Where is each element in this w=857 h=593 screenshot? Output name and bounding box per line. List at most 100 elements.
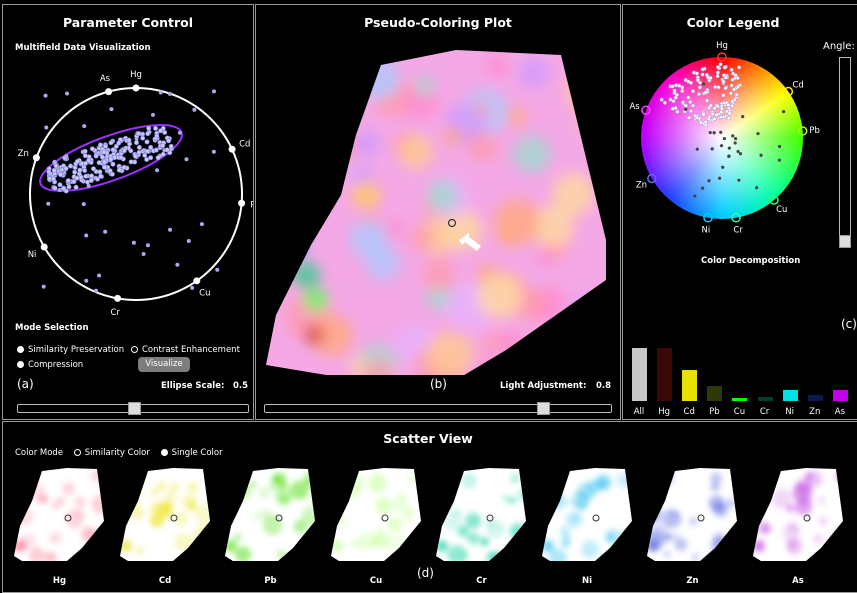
thumbnail-label: Cd [158, 576, 172, 586]
scatter-thumbnail-cr[interactable] [434, 466, 529, 566]
radio-similarity-color[interactable] [73, 449, 81, 456]
data-point [162, 129, 168, 135]
data-point [167, 91, 172, 96]
data-point [215, 267, 220, 272]
scatter-thumbnail-ni[interactable] [540, 466, 635, 566]
angle-label: Angle: [823, 41, 855, 52]
pseudo-coloring-plot[interactable] [256, 35, 620, 375]
light-adjustment-label: Light Adjustment: [500, 381, 587, 391]
panel-tag-c: (c) [841, 317, 857, 331]
data-point [168, 227, 173, 232]
color-mode-row: Color Mode Similarity Color Single Color [15, 448, 223, 458]
mode-compression-option[interactable]: Compression [17, 360, 83, 370]
visualize-button[interactable]: Visualize [138, 357, 190, 372]
decomposition-bar-hg [657, 348, 673, 401]
scatter-thumbnail-cu[interactable] [329, 466, 424, 566]
light-adjustment-slider[interactable] [264, 402, 612, 415]
radio-compression[interactable] [17, 361, 24, 368]
data-point [146, 125, 152, 131]
light-adjustment-value: 0.8 [596, 381, 612, 391]
data-point [148, 155, 154, 161]
data-point [68, 163, 74, 169]
axis-anchor-ni [40, 243, 48, 251]
data-point [82, 153, 88, 159]
data-point [145, 131, 151, 137]
data-point [89, 146, 95, 152]
color-decomposition-chart [629, 339, 855, 401]
scatter-thumbnail-pb[interactable] [223, 466, 318, 566]
data-point [192, 107, 197, 112]
data-point [148, 144, 154, 150]
radio-similarity[interactable] [17, 346, 24, 353]
axis-anchor-zn [32, 154, 40, 162]
slider-thumb[interactable] [128, 402, 141, 415]
wheel-label: Cu [776, 205, 787, 215]
axis-label: Cr [110, 308, 120, 318]
panel-tag-b: (b) [430, 377, 447, 391]
panel-subtitle: Multifield Data Visualization [15, 43, 151, 53]
thumbnail-label: Pb [264, 576, 277, 586]
axis-label: As [100, 74, 111, 84]
scatter-thumbnail-as[interactable] [751, 466, 846, 566]
ellipse-scale-label: Ellipse Scale: [161, 381, 225, 391]
radio-single-color[interactable] [160, 449, 168, 456]
data-point [211, 89, 216, 94]
axis-anchor-cr [114, 294, 122, 302]
data-point [50, 176, 56, 182]
bar-label: As [834, 407, 845, 417]
data-point [44, 125, 49, 130]
data-point [53, 163, 59, 169]
radio-contrast[interactable] [131, 346, 138, 353]
pointer-arrow-icon [459, 233, 481, 251]
data-point [134, 136, 139, 141]
data-point [155, 168, 160, 173]
data-point [77, 167, 83, 173]
parameter-control-panel: Parameter Control Multifield Data Visual… [2, 4, 254, 420]
axis-anchor-as [105, 88, 113, 96]
data-point [186, 239, 191, 244]
data-point [121, 164, 127, 170]
data-point [51, 167, 57, 173]
wheel-label: Ni [701, 226, 710, 236]
thumbnail-label: Zn [686, 576, 699, 586]
data-point [86, 183, 91, 188]
data-point [65, 178, 71, 184]
ellipse-scale-slider[interactable] [17, 402, 249, 415]
data-point [158, 128, 164, 134]
data-point [65, 91, 70, 96]
mode-contrast-option[interactable]: Contrast Enhancement [131, 345, 240, 355]
panel-title: Scatter View [383, 431, 473, 446]
decomposition-bar-cu [732, 397, 748, 401]
scatter-thumbnail-cd[interactable] [118, 466, 213, 566]
axis-label: Hg [130, 70, 142, 80]
data-point [184, 157, 189, 162]
data-point [61, 185, 67, 191]
data-point [126, 137, 132, 143]
data-point [110, 138, 115, 143]
color-decomposition-title: Color Decomposition [701, 256, 801, 266]
data-point [72, 169, 78, 175]
axis-anchor-cd [228, 145, 236, 153]
data-point [132, 153, 138, 159]
radviz-plot[interactable]: Hg Cd Pb Cu Cr Ni Zn As [3, 61, 253, 341]
data-point [107, 168, 113, 174]
data-point [57, 187, 62, 192]
mode-similarity-option[interactable]: Similarity Preservation [17, 345, 124, 355]
slider-thumb[interactable] [537, 402, 551, 415]
wheel-label: As [629, 102, 640, 112]
scatter-thumbnail-zn[interactable] [645, 466, 740, 566]
bar-label: Hg [658, 407, 670, 417]
thumbnail-label: Ni [581, 576, 593, 586]
slider-thumb[interactable] [839, 235, 851, 248]
data-point [98, 142, 104, 148]
data-point [144, 156, 150, 162]
angle-slider[interactable] [839, 57, 851, 248]
data-point [66, 184, 72, 190]
panel-tag-d: (d) [417, 566, 434, 580]
scatter-thumbnail-hg[interactable] [12, 466, 107, 566]
data-point [63, 166, 69, 172]
data-point [177, 130, 182, 135]
data-point [153, 125, 159, 131]
data-point [97, 169, 103, 175]
axis-label: Cd [239, 139, 250, 149]
